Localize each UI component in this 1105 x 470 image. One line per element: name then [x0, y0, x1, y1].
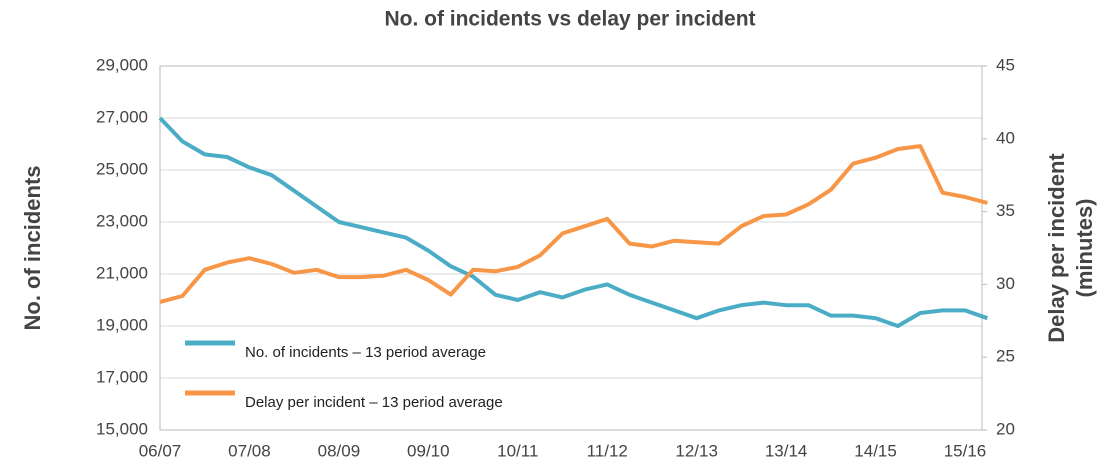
x-tick-label: 13/14 — [765, 441, 808, 460]
x-tick-label: 10/11 — [497, 441, 538, 460]
y-tick-label: 21,000 — [96, 263, 148, 282]
y-axis-title: No. of incidents — [20, 166, 45, 331]
y-tick-label: 23,000 — [96, 211, 148, 230]
y2-axis-title: (minutes) — [1072, 199, 1097, 298]
x-tick-label: 15/16 — [944, 441, 987, 460]
chart-title: No. of incidents vs delay per incident — [384, 8, 755, 31]
y2-tick-label: 25 — [996, 347, 1015, 366]
y2-tick-label: 45 — [996, 55, 1015, 74]
y2-tick-label: 35 — [996, 201, 1015, 220]
y-tick-label: 17,000 — [96, 367, 148, 386]
x-tick-label: 12/13 — [675, 441, 718, 460]
plot-area — [159, 65, 983, 431]
y2-tick-label: 30 — [996, 274, 1015, 293]
series-line — [159, 144, 988, 304]
y-tick-label: 25,000 — [96, 159, 148, 178]
x-tick-label: 06/07 — [139, 441, 182, 460]
series-line — [158, 116, 989, 328]
y-tick-label: 27,000 — [96, 107, 148, 126]
y2-axis-title: Delay per incident — [1044, 153, 1069, 343]
y-tick-label: 19,000 — [96, 315, 148, 334]
x-tick-label: 07/08 — [228, 441, 271, 460]
y2-tick-label: 20 — [996, 419, 1015, 438]
y-tick-label: 29,000 — [96, 55, 148, 74]
y-tick-label: 15,000 — [96, 419, 148, 438]
x-tick-label: 08/09 — [318, 441, 361, 460]
y2-tick-label: 40 — [996, 128, 1015, 147]
legend-label: No. of incidents – 13 period average — [245, 344, 486, 361]
x-tick-label: 11/12 — [587, 441, 628, 460]
x-tick-label: 09/10 — [407, 441, 450, 460]
legend-label: Delay per incident – 13 period average — [245, 394, 503, 411]
x-tick-label: 14/15 — [854, 441, 897, 460]
